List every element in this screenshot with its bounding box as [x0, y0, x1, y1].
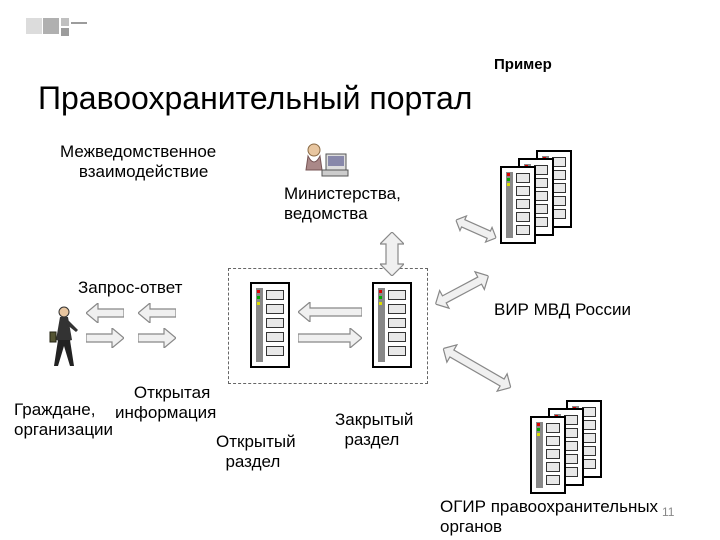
- arrow-left-icon: [298, 302, 362, 322]
- arrow-left-icon: [86, 303, 124, 323]
- example-label: Пример: [494, 56, 552, 73]
- deco-line: [71, 22, 87, 24]
- vir-mvd-label: ВИР МВД России: [494, 300, 631, 320]
- arrow-right-icon: [86, 328, 124, 348]
- open-info-label: Открытая информация: [115, 383, 216, 423]
- operator-icon: [296, 140, 350, 186]
- arrow-bidirectional-vertical-icon: [380, 232, 404, 276]
- deco-box: [43, 18, 59, 34]
- person-icon: [46, 304, 82, 374]
- deco-box: [61, 18, 69, 26]
- page-number: 11: [662, 505, 674, 519]
- page-title: Правоохранительный портал: [38, 80, 472, 117]
- arrow-right-icon: [298, 328, 362, 348]
- deco-box: [26, 18, 42, 34]
- deco-box: [61, 28, 69, 36]
- citizens-orgs-label: Граждане, организации: [14, 400, 113, 440]
- server-stack-ogir: [530, 400, 620, 495]
- open-section-label: Открытый раздел: [216, 432, 296, 472]
- arrow-bidirectional-icon: [427, 260, 497, 320]
- ogir-label: ОГИР правоохранительных органов: [440, 497, 658, 537]
- arrow-bidirectional-icon: [450, 207, 502, 250]
- arrow-right-icon: [138, 328, 176, 348]
- request-response-label: Запрос-ответ: [78, 278, 182, 298]
- server-stack-vir-mvd: [500, 150, 590, 245]
- ministries-label: Министерства, ведомства: [284, 184, 401, 224]
- slide-canvas: Пример Правоохранительный портал Межведо…: [0, 0, 720, 540]
- interagency-label: Межведомственное взаимодействие: [60, 142, 216, 182]
- arrow-left-icon: [138, 303, 176, 323]
- closed-section-label: Закрытый раздел: [335, 410, 413, 450]
- arrow-bidirectional-icon: [434, 333, 520, 403]
